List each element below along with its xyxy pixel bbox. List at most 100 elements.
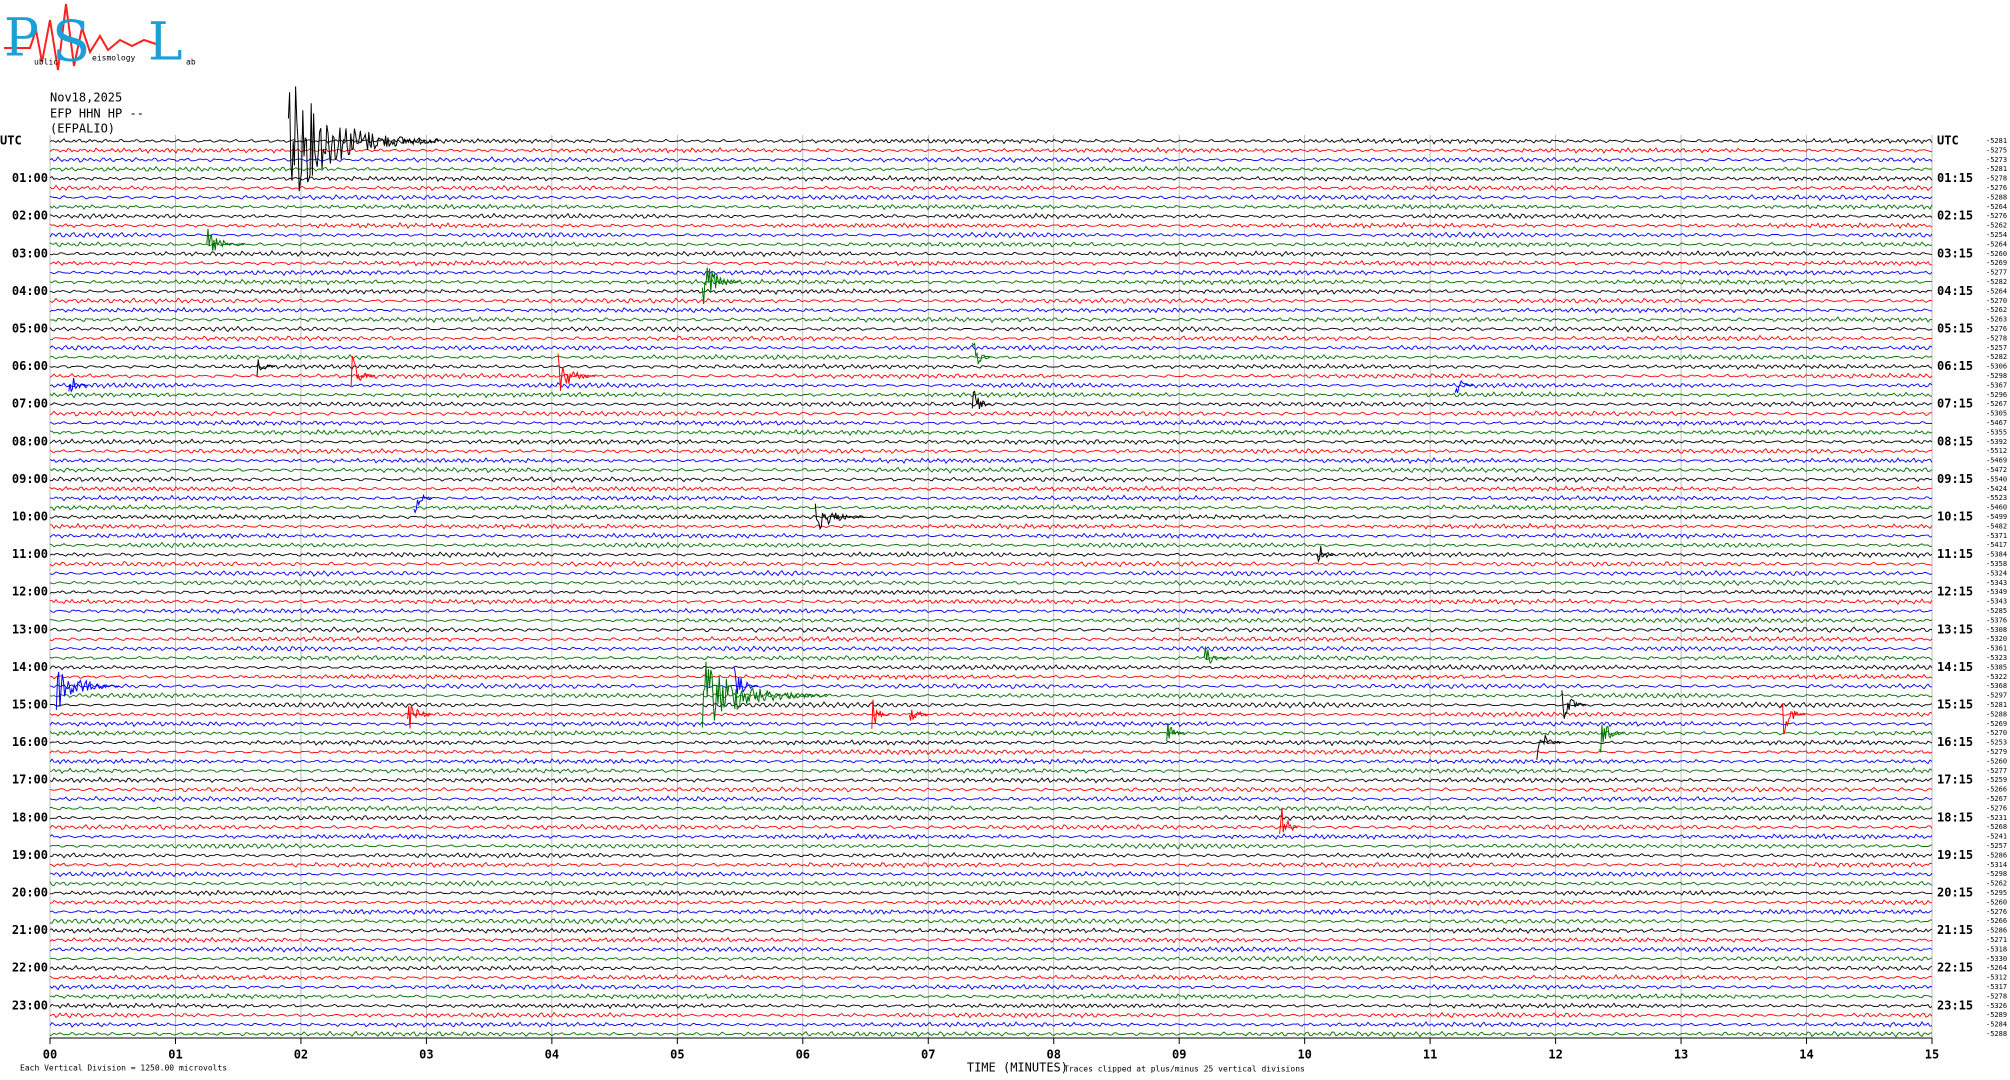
trace: [49, 786, 1933, 793]
trace: [49, 983, 1933, 991]
event: [1454, 379, 1474, 394]
trace: [49, 381, 1933, 389]
event: [1780, 703, 1806, 735]
trace-offset: -5269: [1986, 259, 2007, 267]
trace-offset: -5278: [1986, 175, 2007, 183]
trace-offset: -5282: [1986, 353, 2007, 361]
trace: [49, 757, 1933, 766]
trace-offset: -5308: [1986, 626, 2007, 634]
right-hour-label: 18:15: [1937, 810, 1973, 824]
trace-offset: -5257: [1986, 344, 2007, 352]
trace: [49, 795, 1933, 803]
trace-offset: -5361: [1986, 645, 2007, 653]
trace-offset: -5276: [1986, 212, 2007, 220]
trace: [49, 579, 1933, 587]
trace-offset: -5385: [1986, 663, 2007, 671]
trace-offset: -5296: [1986, 391, 2007, 399]
trace-offset: -5281: [1986, 165, 2007, 173]
trace: [49, 503, 1933, 512]
x-tick-label: 09: [1172, 1048, 1186, 1062]
x-tick-label: 07: [921, 1048, 935, 1062]
trace-offset: -5288: [1986, 1030, 2007, 1038]
trace-offset: -5371: [1986, 532, 2007, 540]
right-hour-label: 07:15: [1937, 397, 1973, 411]
trace: [49, 1011, 1933, 1019]
trace: [49, 401, 1933, 408]
trace: [49, 955, 1933, 963]
trace: [49, 165, 1933, 173]
trace: [49, 692, 1933, 699]
trace-offset: -5282: [1986, 278, 2007, 286]
trace-offset: -5540: [1986, 475, 2007, 483]
trace: [49, 466, 1933, 474]
right-hour-label: 13:15: [1937, 622, 1973, 636]
right-hour-label: 10:15: [1937, 510, 1973, 524]
trace-offset: -5358: [1986, 560, 2007, 568]
trace: [49, 598, 1933, 606]
trace: [49, 1002, 1933, 1010]
x-axis-title: TIME (MINUTES): [967, 1061, 1068, 1075]
left-hour-label: 17:00: [12, 773, 48, 787]
trace-offset: -5323: [1986, 654, 2007, 662]
trace: [49, 823, 1933, 831]
trace-offset: -5289: [1986, 1011, 2007, 1019]
trace-offset: -5460: [1986, 504, 2007, 512]
x-tick-label: 10: [1297, 1048, 1311, 1062]
x-tick-label: 02: [294, 1048, 308, 1062]
trace-offset: -5512: [1986, 447, 2007, 455]
logo-letter: S: [52, 10, 90, 75]
right-hour-label: 03:15: [1937, 246, 1973, 260]
right-hour-label: 06:15: [1937, 359, 1973, 373]
trace: [49, 626, 1933, 634]
trace: [49, 870, 1933, 878]
trace: [49, 532, 1933, 540]
logo-letter: P: [4, 9, 39, 69]
trace: [49, 926, 1933, 935]
trace: [49, 880, 1933, 888]
trace-offset: -5318: [1986, 945, 2007, 953]
trace: [49, 438, 1933, 446]
trace-offset: -5262: [1986, 880, 2007, 888]
right-hour-label: 23:15: [1937, 998, 1973, 1012]
trace: [49, 269, 1933, 277]
left-hour-label: 01:00: [12, 171, 48, 185]
trace: [49, 250, 1933, 258]
trace-offset: -5276: [1986, 184, 2007, 192]
trace-offset: -5343: [1986, 579, 2007, 587]
trace-offset: -5295: [1986, 889, 2007, 897]
trace: [49, 654, 1933, 662]
trace-offset: -5279: [1986, 748, 2007, 756]
trace: [49, 711, 1933, 718]
location: (EFPALIO): [50, 122, 115, 136]
trace: [49, 353, 1933, 361]
trace: [49, 804, 1933, 812]
trace: [49, 316, 1933, 324]
trace: [49, 221, 1933, 230]
right-hour-label: 02:15: [1937, 209, 1973, 223]
event: [1561, 690, 1587, 719]
trace: [49, 485, 1933, 493]
right-hour-label: 17:15: [1937, 773, 1973, 787]
trace: [49, 776, 1933, 784]
event: [206, 228, 245, 251]
event: [55, 671, 120, 711]
trace-offset: -5270: [1986, 729, 2007, 737]
left-hour-label: 09:00: [12, 472, 48, 486]
x-tick-label: 08: [1047, 1048, 1061, 1062]
event: [287, 86, 439, 192]
left-hour-label: 07:00: [12, 397, 48, 411]
trace: [49, 748, 1933, 756]
trace: [49, 720, 1933, 728]
trace: [49, 419, 1933, 427]
x-tick-label: 06: [796, 1048, 810, 1062]
trace-offset: -5349: [1986, 588, 2007, 596]
trace-offset: -5330: [1986, 955, 2007, 963]
trace-offset: -5259: [1986, 776, 2007, 784]
logo-letter: L: [148, 13, 183, 73]
trace-offset: -5254: [1986, 231, 2007, 239]
trace-offset: -5262: [1986, 222, 2007, 230]
trace: [49, 344, 1933, 352]
trace: [49, 908, 1933, 916]
x-tick-label: 13: [1674, 1048, 1688, 1062]
